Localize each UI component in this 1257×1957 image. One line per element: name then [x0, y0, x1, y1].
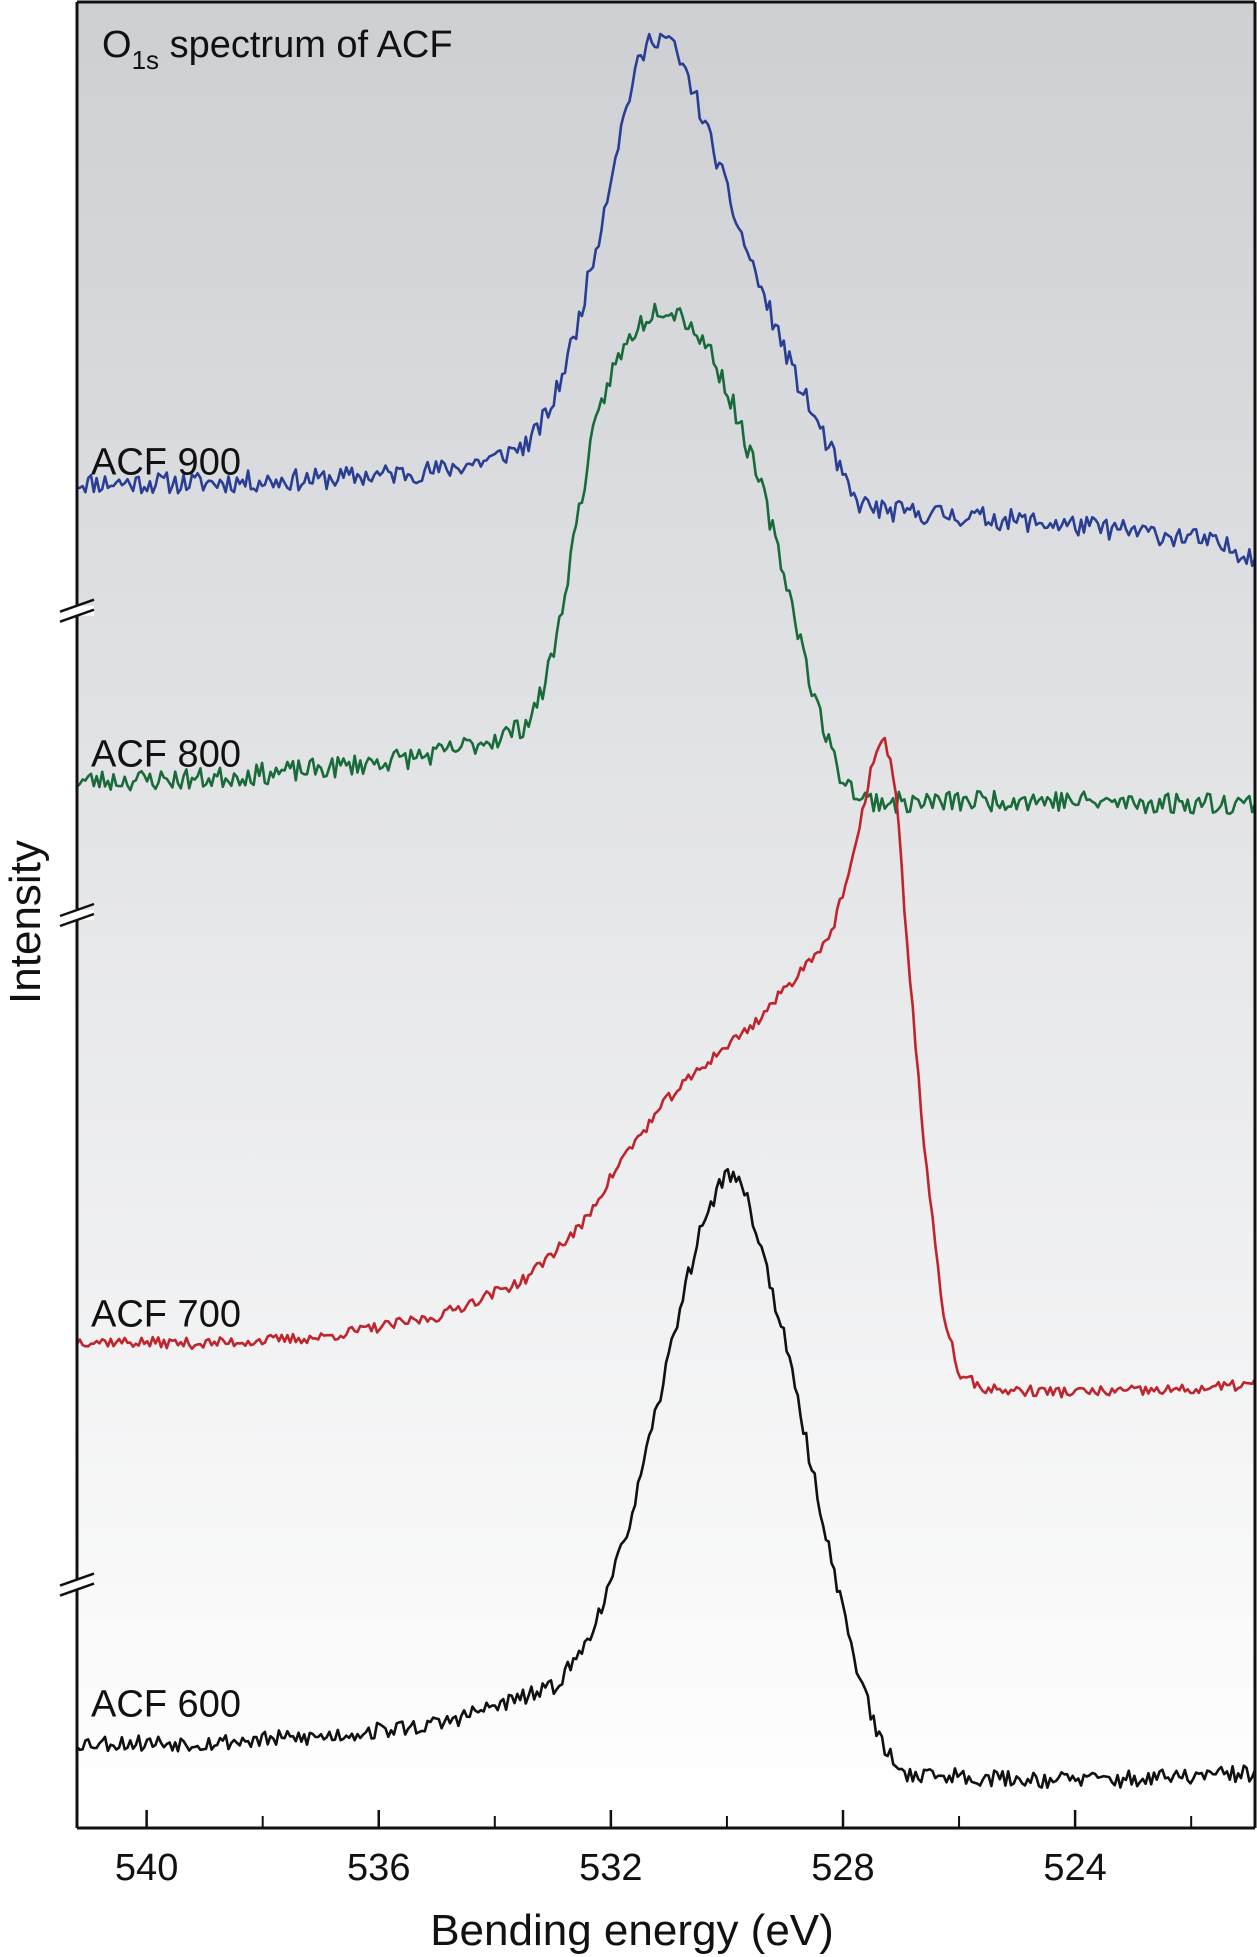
series-label-acf-800: ACF 800	[91, 734, 241, 776]
axis-break-mark	[59, 608, 95, 623]
axis-break-mark	[59, 1582, 95, 1597]
series-line-acf-600	[77, 1167, 1255, 1789]
series-labels: ACF 900 ACF 800 ACF 700 ACF 600	[91, 442, 241, 1726]
x-tick-label: 536	[347, 1847, 410, 1889]
series-label-acf-700: ACF 700	[91, 1294, 241, 1336]
series-label-acf-900: ACF 900	[91, 442, 241, 484]
plot-background	[77, 2, 1255, 1828]
series-line-acf-800	[77, 302, 1255, 816]
title-subscript: 1s	[132, 45, 159, 75]
axis-breaks	[59, 598, 95, 1597]
x-axis-title: Bending energy (eV)	[430, 1906, 834, 1955]
chart-title: O1s spectrum of ACF	[102, 24, 453, 75]
series-line-acf-900	[77, 32, 1255, 568]
series-line-acf-700	[77, 736, 1255, 1399]
axis-break-gap	[60, 605, 94, 616]
x-tick-label: 524	[1043, 1847, 1106, 1889]
axis-break-gap	[60, 1579, 94, 1590]
title-main: O	[102, 24, 132, 66]
x-tick-label: 540	[115, 1847, 178, 1889]
series-group	[77, 32, 1255, 1789]
axis-break-mark	[59, 598, 95, 613]
axis-break-gap	[60, 910, 94, 920]
x-tick-label: 532	[579, 1847, 642, 1889]
series-label-acf-600: ACF 600	[91, 1683, 241, 1725]
title-rest: spectrum of ACF	[159, 24, 453, 66]
axis-break-mark	[59, 1572, 95, 1587]
y-axis-title: Intensity	[1, 840, 50, 1004]
axis-break-mark	[59, 912, 95, 928]
x-axis-ticks: 540 536 532 528 524	[115, 1810, 1193, 1889]
axis-break-mark	[59, 902, 95, 918]
x-tick-label: 528	[811, 1847, 874, 1889]
